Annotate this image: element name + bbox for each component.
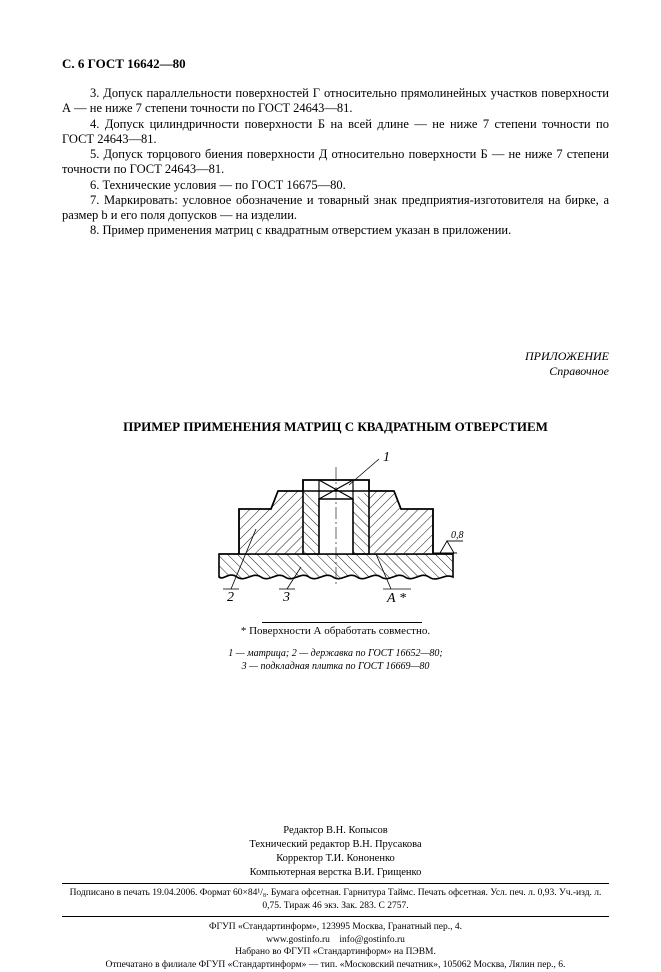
para-7: 7. Маркировать: условное обозначение и т…: [62, 193, 609, 224]
svg-text:0,8: 0,8: [451, 530, 464, 541]
legend-line2: 3 — подкладная плитка по ГОСТ 16669—80: [242, 661, 430, 672]
publisher-address: ФГУП «Стандартинформ», 123995 Москва, Гр…: [62, 921, 609, 934]
divider: [62, 883, 609, 884]
printed-by: Отпечатано в филиале ФГУП «Стандартинфор…: [62, 959, 609, 972]
para-3: 3. Допуск параллельности поверхностей Г …: [62, 86, 609, 117]
para-5: 5. Допуск торцового биения поверхности Д…: [62, 147, 609, 178]
example-title: ПРИМЕР ПРИМЕНЕНИЯ МАТРИЦ С КВАДРАТНЫМ ОТ…: [62, 419, 609, 435]
callout-a: А *: [386, 591, 406, 606]
legend-line1: 1 — матрица; 2 — державка по ГОСТ 16652—…: [228, 648, 442, 659]
para-6: 6. Технические условия — по ГОСТ 16675—8…: [62, 178, 609, 193]
publisher: ФГУП «Стандартинформ», 123995 Москва, Гр…: [62, 921, 609, 972]
appendix-line1: ПРИЛОЖЕНИЕ: [525, 349, 609, 363]
figure-legend: 1 — матрица; 2 — державка по ГОСТ 16652—…: [62, 647, 609, 674]
page-header: С. 6 ГОСТ 16642—80: [62, 56, 609, 72]
surface-finish-icon: 0,8: [433, 530, 464, 553]
para-8: 8. Пример применения матриц с квадратным…: [62, 223, 609, 238]
appendix-line2: Справочное: [549, 364, 609, 378]
layout-by: Компьютерная верстка В.И. Грищенко: [62, 866, 609, 880]
editor: Редактор В.Н. Копысов: [62, 824, 609, 838]
colophon: Редактор В.Н. Копысов Технический редакт…: [62, 824, 609, 972]
imprint: Подписано в печать 19.04.2006. Формат 60…: [62, 887, 609, 913]
para-4: 4. Допуск цилиндричности поверхности Б н…: [62, 117, 609, 148]
figure: 1 2 3 А * 0,8: [62, 449, 609, 614]
footnote-rule: [262, 622, 422, 623]
footnote: * Поверхности А обработать совместно.: [62, 625, 609, 637]
typeset-by: Набрано во ФГУП «Стандартинформ» на ПЭВМ…: [62, 946, 609, 959]
assembly-drawing-icon: 1 2 3 А * 0,8: [201, 449, 471, 609]
callout-1: 1: [383, 450, 390, 465]
appendix-label: ПРИЛОЖЕНИЕ Справочное: [62, 349, 609, 379]
callout-3: 3: [282, 590, 290, 605]
divider: [62, 916, 609, 917]
body-text: 3. Допуск параллельности поверхностей Г …: [62, 86, 609, 239]
callout-2: 2: [227, 590, 234, 605]
corrector: Корректор Т.И. Кононенко: [62, 852, 609, 866]
tech-editor: Технический редактор В.Н. Прусакова: [62, 838, 609, 852]
